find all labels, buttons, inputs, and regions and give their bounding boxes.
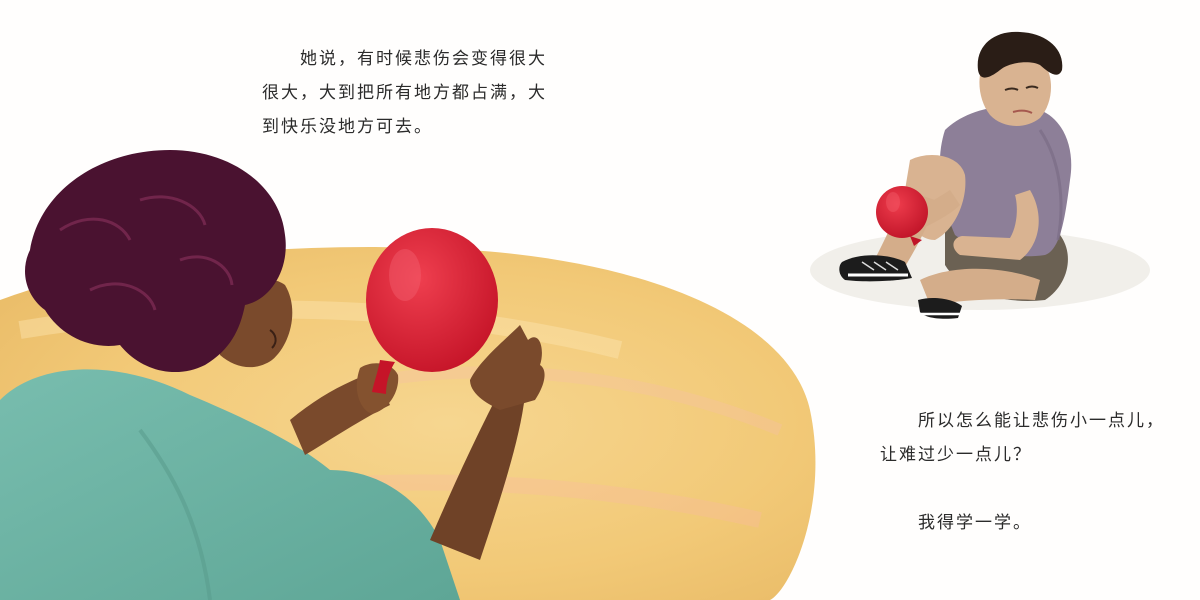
story-text-left: 她说，有时候悲伤会变得很大 很大，大到把所有地方都占满，大 到快乐没地方可去。: [262, 49, 547, 137]
boy-figure: [810, 31, 1150, 319]
story-text-right-bottom: 我得学一学。: [880, 513, 1032, 533]
story-text-right: 所以怎么能让悲伤小一点儿， 让难过少一点儿？: [880, 411, 1165, 465]
red-balloon: [366, 228, 498, 394]
